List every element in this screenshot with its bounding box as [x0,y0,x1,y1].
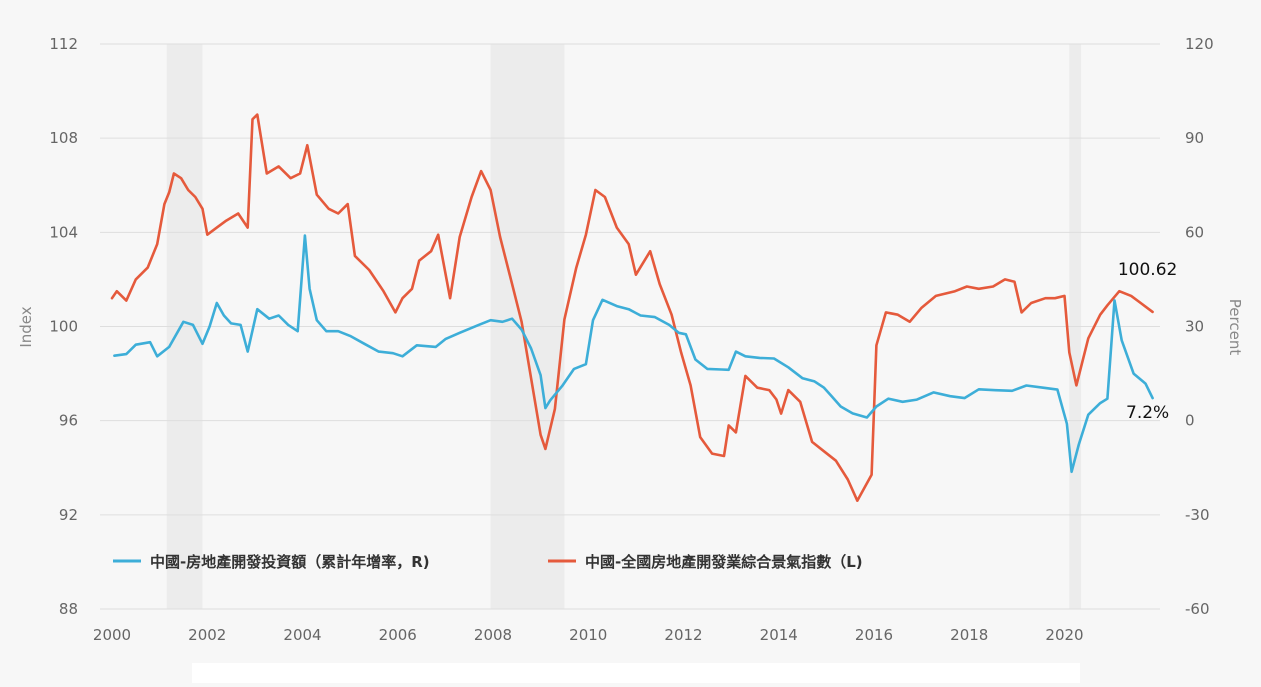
series-line-0 [113,234,1154,474]
right-y-tick-label: 60 [1185,223,1204,241]
left-y-tick-label: 96 [59,412,78,430]
series-line-1 [110,113,1154,502]
x-tick-label: 2010 [569,626,607,644]
data-label-1: 7.2% [1126,403,1169,423]
right-y-tick-label: 90 [1185,129,1204,147]
x-tick-label: 2016 [855,626,893,644]
x-tick-label: 2012 [664,626,702,644]
data-label-0: 100.62 [1118,260,1177,280]
legend-label-1: 中國-全國房地產開發業綜合景氣指數（L) [585,553,863,571]
x-tick-label: 2000 [93,626,131,644]
left-y-tick-label: 112 [49,35,78,53]
x-tick-label: 2008 [474,626,512,644]
left-y-tick-label: 104 [49,223,78,241]
left-y-tick-label: 100 [49,318,78,336]
right-y-tick-label: 120 [1185,35,1214,53]
left-y-tick-label: 108 [49,129,78,147]
series-lines [110,113,1154,502]
right-y-tick-label: -30 [1185,506,1210,524]
gridlines [100,43,1160,610]
left-y-axis: 112 108 104 100 96 92 88 [49,35,78,618]
x-tick-label: 2020 [1045,626,1083,644]
x-tick-label: 2004 [283,626,321,644]
right-y-tick-label: 30 [1185,318,1204,336]
x-tick-label: 2002 [188,626,226,644]
legend-label-0: 中國-房地產開發投資額（累計年增率，R) [150,553,430,571]
right-y-tick-label: 0 [1185,412,1195,430]
x-axis: 2000 2002 2004 2006 2008 2010 2012 2014 2016 2018… [93,626,1084,644]
right-y-axis: 120 90 60 30 0 -30 -60 [1185,35,1214,618]
x-tick-label: 2006 [379,626,417,644]
bottom-panel [192,663,1080,683]
annotations: 100.62 7.2% [1118,260,1177,423]
left-y-tick-label: 92 [59,506,78,524]
x-tick-label: 2018 [950,626,988,644]
right-y-tick-label: -60 [1185,600,1210,618]
left-y-tick-label: 88 [59,600,78,618]
right-axis-title: Percent [1226,299,1244,356]
x-tick-label: 2014 [760,626,798,644]
legend: 中國-房地產開發投資額（累計年增率，R) 中國-全國房地產開發業綜合景氣指數（L) [113,553,863,571]
left-axis-title: Index [17,306,35,347]
